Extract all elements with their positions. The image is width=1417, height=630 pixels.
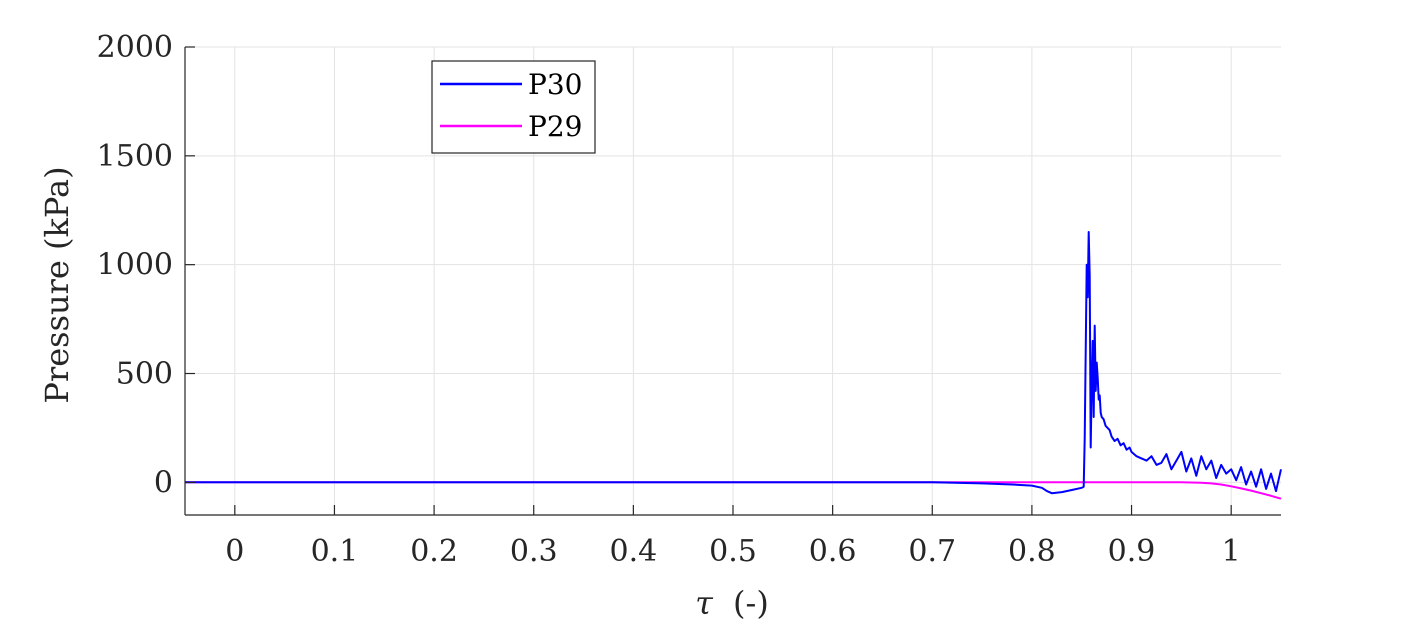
x-tick-label-7: 0.7 — [908, 534, 956, 569]
y-tick-label-4: 2000 — [97, 30, 173, 65]
x-tick-label-1: 0.1 — [311, 534, 359, 569]
legend-box — [431, 60, 596, 154]
grid — [185, 46, 1281, 515]
series-line-p30 — [185, 231, 1282, 495]
y-tick-label-3: 1500 — [97, 139, 173, 174]
x-tick-label-10: 1 — [1222, 534, 1241, 569]
y-tick-label-1: 500 — [116, 357, 173, 392]
x-tick-label-4: 0.4 — [610, 534, 658, 569]
y-tick-label-2: 1000 — [97, 248, 173, 283]
x-axis-label-symbol: τ — [695, 584, 714, 622]
x-tick-label-8: 0.8 — [1008, 534, 1056, 569]
x-tick-label-9: 0.9 — [1108, 534, 1156, 569]
plot-lines — [185, 231, 1282, 500]
legend-label-p30: P30 — [528, 68, 582, 101]
y-axis-label: Pressure (kPa) — [38, 166, 76, 403]
y-tick-label-0: 0 — [154, 465, 173, 500]
x-axis-label-unit: (-) — [733, 584, 769, 622]
y-ticks: 0 500 1000 1500 2000 — [97, 30, 195, 500]
x-axis-label: τ (-) — [695, 584, 769, 622]
x-ticks: 0 0.1 0.2 0.3 0.4 0.5 0.6 0.7 0.8 0.9 1 — [225, 505, 1241, 569]
legend: P30 P29 — [431, 60, 596, 154]
x-tick-label-0: 0 — [225, 534, 244, 569]
x-tick-label-2: 0.2 — [410, 534, 458, 569]
x-tick-label-5: 0.5 — [709, 534, 757, 569]
x-tick-label-6: 0.6 — [809, 534, 857, 569]
legend-label-p29: P29 — [528, 110, 582, 143]
x-tick-label-3: 0.3 — [510, 534, 558, 569]
